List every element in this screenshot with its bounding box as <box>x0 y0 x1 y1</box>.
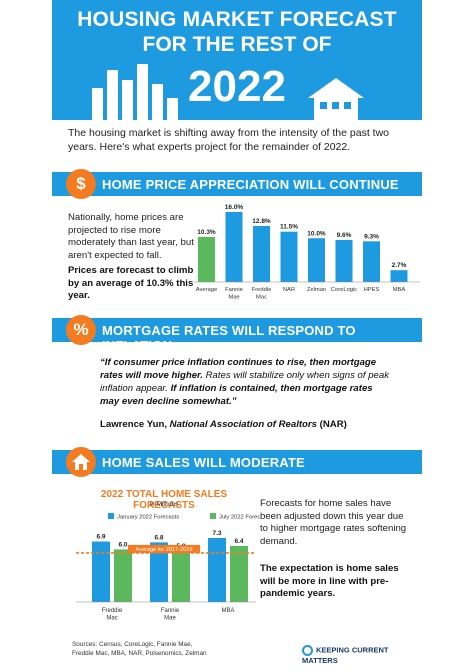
infographic: HOUSING MARKET FORECAST FOR THE REST OF … <box>52 0 422 671</box>
tick-label: Fannie <box>161 608 180 614</box>
sales-chart-subtitle: in Millions <box>149 501 179 508</box>
bar <box>92 541 110 602</box>
tick-label: Freddie <box>252 287 272 293</box>
tick-label: MBA <box>221 608 234 614</box>
tick-label: Mac <box>106 616 117 622</box>
title-line-2: FOR THE REST OF <box>142 33 332 56</box>
reference-label-bg <box>128 544 200 553</box>
sources-line: Freddie Mac, MBA, NAR, Pulsenomics, Zelm… <box>72 650 207 657</box>
tick-label: Mac <box>256 295 267 301</box>
section-bar-rates: MORTGAGE RATES WILL RESPOND TO INFLATION <box>52 318 422 353</box>
bar <box>280 231 298 282</box>
section-title: HOME PRICE APPRECIATION WILL CONTINUE <box>102 177 399 192</box>
quote-part: Rates will stabilize only when signs of … <box>100 370 390 394</box>
bar <box>208 538 226 602</box>
reference-label: Average for 2017-2019 <box>135 547 192 553</box>
tick-label: Zelman <box>307 287 326 293</box>
section-bar-sales: HOME SALES WILL MODERATE <box>52 450 422 474</box>
bar <box>363 241 380 282</box>
data-label: 12.8% <box>252 218 271 225</box>
sales-highlight: The expectation is home sales will be mo… <box>260 563 399 599</box>
house-glyph <box>72 454 90 470</box>
tick-label: Mae <box>228 295 239 301</box>
section-title: HOME SALES WILL MODERATE <box>102 455 305 470</box>
intro-text: The housing market is shifting away from… <box>68 127 389 153</box>
tick-label: Mae <box>164 616 176 622</box>
tick-label: Average <box>196 287 218 293</box>
bar <box>335 240 353 282</box>
data-label: 10.3% <box>197 229 216 236</box>
tick-label: Freddie <box>102 608 123 614</box>
dollar-icon: $ <box>66 169 96 199</box>
data-label: 6.9 <box>96 534 105 541</box>
data-label: 2.7% <box>392 262 407 269</box>
tick-label: CoreLogic <box>331 287 358 293</box>
data-label: 9.3% <box>364 233 379 240</box>
sales-text: Forecasts for home sales have been adjus… <box>260 498 407 547</box>
bar <box>114 549 132 602</box>
sources: Sources: Census, CoreLogic, Fannie Mae, … <box>72 640 272 658</box>
legend-swatch <box>210 513 216 519</box>
skyline-illustration <box>52 64 422 122</box>
data-label: 10.0% <box>307 230 326 237</box>
percent-icon: % <box>66 315 96 345</box>
sales-chart-title: 2022 TOTAL HOME SALES FORECASTS <box>100 489 228 511</box>
section-title: MORTGAGE RATES WILL RESPOND TO INFLATION <box>102 323 356 353</box>
logo-text: KEEPING CURRENT MATTERS <box>302 645 389 665</box>
bar <box>225 212 243 282</box>
data-label: 9.6% <box>337 232 352 239</box>
expert-quote: “If consumer price inflation continues t… <box>100 356 390 408</box>
brand-logo: KEEPING CURRENT MATTERS <box>302 645 422 665</box>
price-forecast-chart: 10.3% Average 16.0% Fannie Mae 12.8% Freddie Ma… <box>194 204 420 301</box>
title-year: 2022 <box>188 62 286 111</box>
bar <box>253 226 270 282</box>
quote-author: Lawrence Yun, National Association of Re… <box>100 419 347 430</box>
prices-highlight: Prices are forecast to climb by an avera… <box>68 265 194 301</box>
quote-part: If inflation is contained, then mortgage… <box>100 383 373 407</box>
quote-part: “If consumer price inflation continues t… <box>100 357 377 381</box>
home-sales-chart: January 2022 Forecasts July 2022 Forecast… <box>76 513 260 622</box>
bar <box>172 551 190 602</box>
data-label: 11.5% <box>280 224 298 231</box>
data-label: 6.8 <box>154 534 163 541</box>
legend-label: July 2022 Forecasts <box>219 515 260 521</box>
data-label: 6.0 <box>118 541 127 548</box>
bar <box>230 545 248 602</box>
data-label: 16.0% <box>225 204 244 211</box>
bar <box>150 542 168 602</box>
title-line-1: HOUSING MARKET FORECAST <box>77 8 397 31</box>
bar <box>308 238 325 282</box>
tick-label: NAR <box>283 287 295 293</box>
author-abbr: (NAR) <box>316 419 347 430</box>
author-org: National Association of Realtors <box>169 419 317 430</box>
section-bar-prices: HOME PRICE APPRECIATION WILL CONTINUE <box>52 172 422 196</box>
sources-line: Sources: Census, CoreLogic, Fannie Mae, <box>72 641 193 648</box>
tick-label: HPES <box>364 287 380 293</box>
tick-label: MBA <box>393 287 406 293</box>
data-label: 7.3 <box>212 530 221 537</box>
legend-swatch <box>108 513 114 519</box>
header-banner: HOUSING MARKET FORECAST FOR THE REST OF … <box>52 0 422 122</box>
data-label: 6.4 <box>234 538 243 545</box>
logo-icon <box>302 645 313 656</box>
bar <box>198 236 215 282</box>
bar <box>390 270 408 282</box>
house-icon <box>66 447 96 477</box>
legend-label: January 2022 Forecasts <box>117 515 179 521</box>
author-name: Lawrence Yun, <box>100 419 170 430</box>
tick-label: Fannie <box>225 287 243 293</box>
prices-text: Nationally, home prices are projected to… <box>68 212 194 261</box>
